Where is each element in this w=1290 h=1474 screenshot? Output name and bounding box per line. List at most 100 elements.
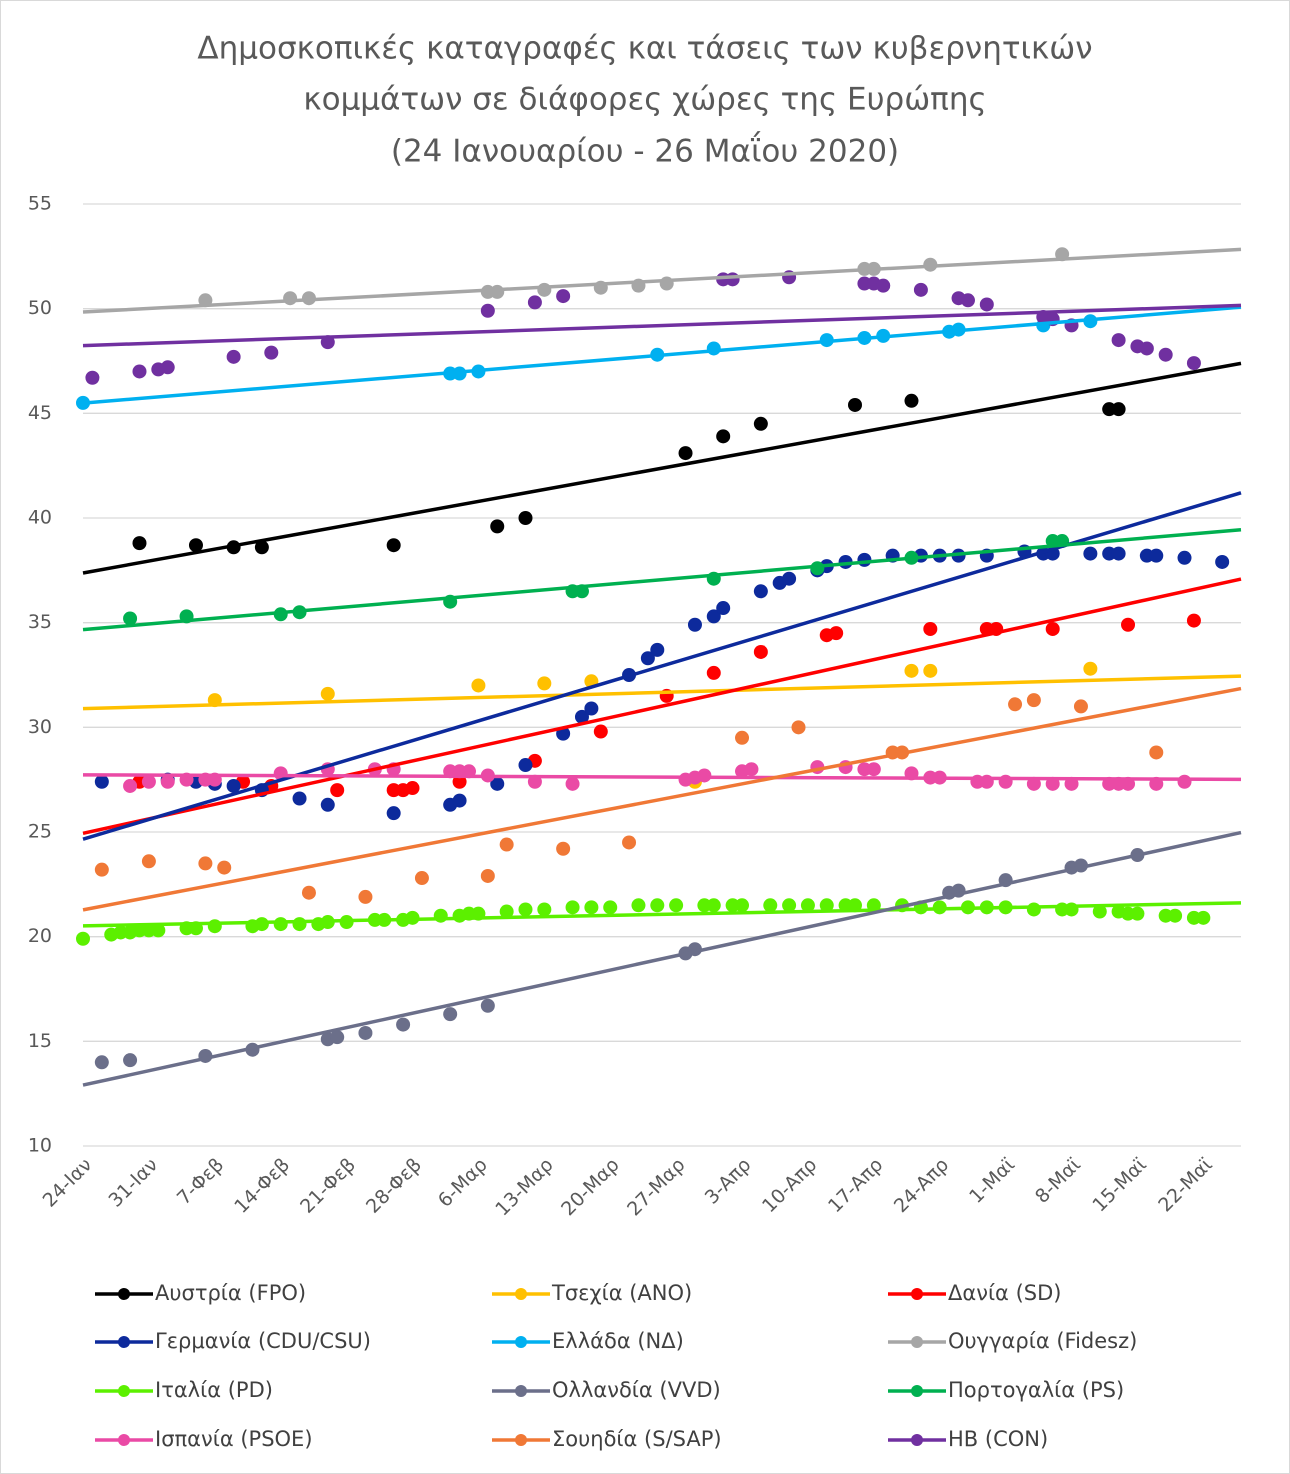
legend-item: Ολλανδία (VVD) (492, 1378, 721, 1402)
data-point (1111, 402, 1126, 417)
trend-line (82, 830, 1242, 1087)
chart-title: Δημοσκοπικές καταγραφές και τάσεις των κ… (197, 31, 1092, 67)
trend-line (82, 361, 1242, 575)
data-point (565, 776, 580, 791)
data-point (443, 1007, 458, 1022)
data-point (358, 1025, 373, 1040)
data-point (76, 931, 90, 946)
data-point (1168, 908, 1183, 923)
legend-label: Ισπανία (PSOE) (155, 1427, 313, 1451)
data-point (1083, 546, 1098, 561)
data-point (292, 791, 307, 806)
data-point (254, 540, 269, 555)
data-point (537, 282, 552, 297)
legend-label: Γερμανία (CDU/CSU) (155, 1329, 371, 1353)
data-point (791, 720, 806, 735)
data-point (753, 416, 768, 431)
data-point (753, 584, 768, 599)
legend-marker (118, 1434, 130, 1446)
data-point (301, 885, 316, 900)
legend-item: Ελλάδα (ΝΔ) (492, 1329, 684, 1353)
data-point (669, 898, 684, 913)
chart-title: κομμάτων σε διάφορες χώρες της Ευρώπης (303, 82, 986, 118)
data-point (499, 837, 514, 852)
y-tick-label: 10 (28, 1135, 52, 1157)
trend-line (82, 577, 1242, 835)
data-point (85, 370, 100, 385)
data-point (188, 538, 203, 553)
data-point (518, 902, 533, 917)
data-point (123, 611, 138, 626)
y-tick-label: 30 (28, 716, 52, 738)
data-point (141, 854, 156, 869)
data-point (1073, 699, 1088, 714)
data-point (94, 1055, 109, 1070)
data-point (753, 644, 768, 659)
data-point (1111, 546, 1126, 561)
data-point (1026, 693, 1041, 708)
y-tick-label: 45 (28, 402, 52, 424)
data-point (565, 900, 580, 915)
data-point (405, 781, 420, 796)
data-point (452, 774, 467, 789)
legend-label: ΗΒ (CON) (948, 1427, 1048, 1451)
data-point (518, 511, 533, 525)
data-point (979, 297, 994, 312)
legend-label: Πορτογαλία (PS) (948, 1378, 1124, 1402)
data-point (480, 868, 495, 883)
y-tick-label: 50 (28, 297, 52, 319)
data-point (800, 898, 815, 913)
trend-line (82, 305, 1242, 405)
data-point (640, 651, 655, 666)
data-point (132, 536, 147, 551)
data-point (556, 289, 571, 304)
data-point (735, 898, 750, 913)
data-point (217, 860, 232, 875)
data-point (593, 724, 608, 739)
data-point (744, 762, 759, 777)
legend-label: Ελλάδα (ΝΔ) (552, 1329, 684, 1353)
data-point (716, 601, 731, 616)
data-point (490, 519, 505, 534)
data-point (490, 284, 505, 299)
data-point (923, 621, 938, 636)
legend-marker (118, 1385, 130, 1397)
y-tick-label: 15 (28, 1030, 52, 1052)
legend-item: Πορτογαλία (PS) (888, 1378, 1124, 1402)
data-point (866, 762, 881, 777)
legend-marker (911, 1434, 923, 1446)
data-point (574, 709, 589, 724)
data-point (452, 793, 467, 808)
data-point (226, 778, 241, 793)
data-point (414, 871, 429, 886)
data-point (1196, 910, 1211, 925)
data-point (1177, 550, 1192, 565)
legend-item: Αυστρία (FPO) (95, 1281, 306, 1305)
data-point (1130, 906, 1145, 921)
data-point (151, 923, 166, 938)
data-point (848, 397, 862, 412)
data-point (292, 917, 307, 932)
data-point (857, 552, 872, 567)
legend-item: Δανία (SD) (888, 1281, 1061, 1305)
data-point (358, 889, 373, 904)
data-point (706, 898, 721, 913)
data-point (706, 665, 721, 680)
data-point (603, 900, 618, 915)
data-point (782, 898, 797, 913)
y-tick-label: 40 (28, 507, 52, 529)
data-point (490, 776, 505, 791)
trend-line (82, 686, 1242, 912)
chart-title: (24 Ιανουαρίου - 26 Μαΐου 2020) (391, 132, 899, 170)
data-point (650, 898, 665, 913)
data-point (283, 291, 298, 306)
trend-line (82, 674, 1242, 711)
legend-item: Ουγγαρία (Fidesz) (888, 1329, 1137, 1353)
legend-label: Δανία (SD) (948, 1281, 1061, 1305)
data-point (499, 904, 514, 919)
data-point (716, 429, 731, 444)
data-point (1045, 621, 1060, 636)
y-tick-label: 25 (28, 821, 52, 843)
data-point (725, 272, 740, 287)
